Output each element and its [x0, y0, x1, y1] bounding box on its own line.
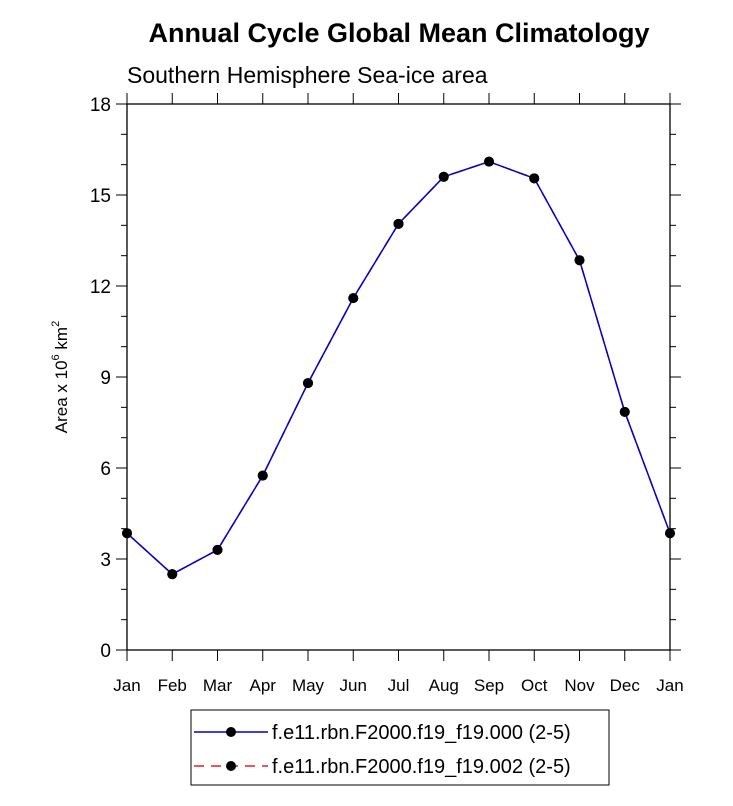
- data-point: [122, 528, 132, 539]
- data-point: [484, 156, 494, 167]
- x-tick-label: Jul: [388, 676, 410, 695]
- ylabel-main: Area x 10: [52, 360, 71, 433]
- y-tick-label: 18: [90, 95, 111, 116]
- legend-swatch-marker: [226, 727, 236, 737]
- data-point: [393, 218, 404, 229]
- legend-box: [190, 709, 610, 786]
- chart-subtitle: Southern Hemisphere Sea-ice area: [127, 62, 488, 88]
- y-tick-label: 6: [100, 459, 111, 480]
- data-point: [303, 378, 313, 389]
- y-tick-label: 9: [100, 368, 111, 389]
- y-tick-label: 12: [90, 277, 111, 298]
- chart-title: Annual Cycle Global Mean Climatology: [148, 18, 649, 48]
- series-layer: [122, 156, 675, 580]
- plot-frame: [126, 103, 671, 651]
- axes: 0 3 6 9 12 15 18 Jan Feb Mar Apr May Jun Jul Aug Sep Oct…: [90, 93, 684, 695]
- legend: f.e11.rbn.F2000.f19_f19.000 (2-5) f.e11.r…: [190, 709, 610, 786]
- legend-swatch-marker: [226, 761, 236, 771]
- x-tick-label: Jun: [340, 676, 367, 695]
- x-tick-label: Aug: [429, 676, 459, 695]
- data-point: [619, 406, 630, 417]
- data-point: [529, 173, 540, 184]
- data-point: [665, 528, 675, 539]
- legend-label: f.e11.rbn.F2000.f19_f19.002 (2-5): [272, 756, 571, 778]
- y-tick-label: 0: [100, 641, 111, 662]
- ylabel-exp1: 6: [50, 354, 62, 360]
- data-point: [574, 255, 585, 266]
- data-point: [257, 470, 268, 481]
- data-point: [212, 544, 223, 555]
- svg-text:Area x 106 km2: Area x 106 km2: [50, 321, 71, 433]
- y-tick-label: 15: [90, 186, 111, 207]
- y-axis-label: Area x 106 km2: [50, 321, 71, 433]
- data-point: [348, 293, 359, 304]
- legend-label: f.e11.rbn.F2000.f19_f19.000 (2-5): [272, 722, 571, 744]
- y-tick-label: 3: [100, 550, 111, 571]
- x-tick-label: Sep: [474, 676, 504, 695]
- x-tick-label: Dec: [610, 676, 641, 695]
- x-tick-label: Nov: [564, 676, 595, 695]
- ylabel-unit: km: [52, 327, 71, 354]
- x-tick-label: Jan: [113, 676, 140, 695]
- x-tick-label: Apr: [250, 676, 277, 695]
- x-tick-label: Feb: [158, 676, 187, 695]
- x-tick-label: Oct: [521, 676, 548, 695]
- x-tick-label: May: [292, 676, 325, 695]
- x-tick-label: Jan: [656, 676, 683, 695]
- x-tick-label: Mar: [203, 676, 233, 695]
- ylabel-exp2: 2: [50, 321, 62, 327]
- data-point: [438, 171, 449, 182]
- data-point: [167, 569, 178, 580]
